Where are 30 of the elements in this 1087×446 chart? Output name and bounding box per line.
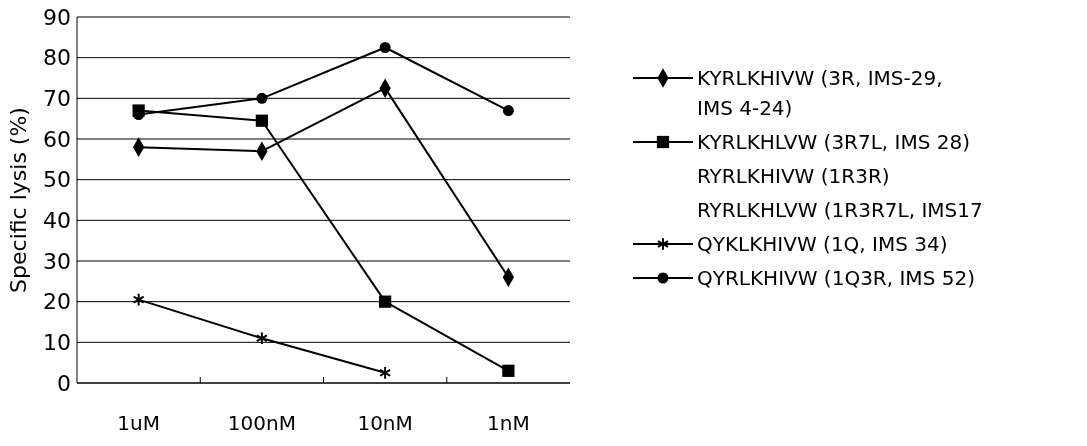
- legend-label: RYRLKHIVW (1R3R): [697, 164, 890, 188]
- y-tick-label: 40: [43, 208, 71, 234]
- point: [379, 366, 392, 380]
- point: [379, 42, 391, 53]
- point: [132, 292, 145, 307]
- point: [502, 364, 515, 377]
- y-tick-label: 90: [43, 4, 71, 30]
- y-tick-label: 70: [43, 86, 71, 112]
- point: [379, 295, 392, 308]
- y-tick-label: 60: [43, 126, 71, 152]
- point: [256, 92, 268, 104]
- y-tick-label: 30: [43, 248, 71, 274]
- y-tick-label: 0: [57, 370, 71, 396]
- y-tick-label: 50: [43, 167, 71, 193]
- y-axis-title: Specific lysis (%): [6, 107, 31, 293]
- legend-label: RYRLKHLVW (1R3R7L, IMS17: [697, 198, 983, 222]
- legend-label: KYRLKHIVW (3R, IMS-29, IMS 4-24): [697, 66, 943, 120]
- y-tick-label: 80: [43, 45, 71, 71]
- legend-label: QYKLKHIVW (1Q, IMS 34): [697, 232, 948, 256]
- x-tick-label: 100nM: [227, 411, 296, 435]
- legend-label: QYRLKHIVW (1Q3R, IMS 52): [697, 266, 975, 290]
- x-tick-label: 10nM: [357, 411, 413, 435]
- point: [502, 105, 514, 117]
- y-tick-label: 20: [43, 289, 71, 315]
- x-tick-label: 1uM: [117, 411, 160, 435]
- legend-label: KYRLKHLVW (3R7L, IMS 28): [697, 130, 971, 154]
- y-tick-label: 10: [43, 330, 71, 356]
- point: [255, 114, 268, 127]
- x-tick-label: 1nM: [487, 411, 530, 435]
- point: [255, 331, 268, 346]
